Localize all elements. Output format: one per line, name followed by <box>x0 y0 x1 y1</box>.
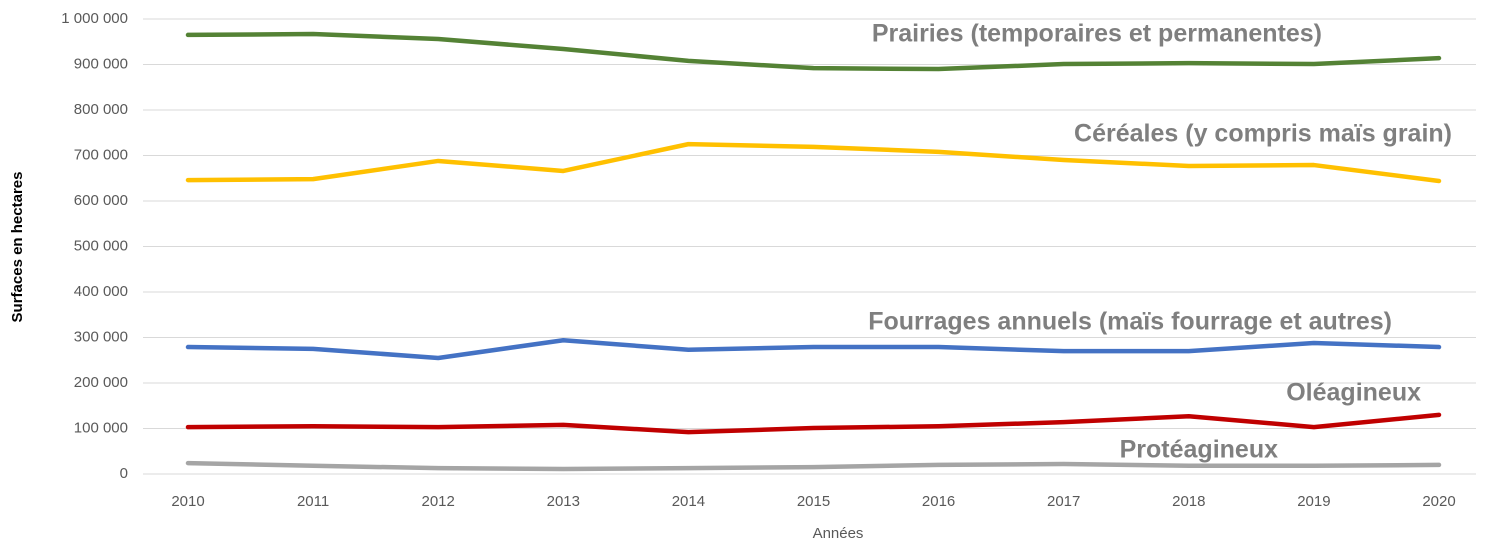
series-line <box>185 31 1442 72</box>
y-tick-label: 0 <box>120 465 128 482</box>
x-tick-label: 2016 <box>922 493 955 510</box>
y-tick-label: 700 000 <box>74 146 128 163</box>
x-tick-label: 2014 <box>672 493 705 510</box>
x-tick-label: 2017 <box>1047 493 1080 510</box>
x-tick-label: 2012 <box>422 493 455 510</box>
series-label: Protéagineux <box>1120 436 1278 464</box>
y-tick-label: 100 000 <box>74 419 128 436</box>
y-tick-label: 600 000 <box>74 192 128 209</box>
series-label: Prairies (temporaires et permanentes) <box>872 20 1322 48</box>
y-tick-label: 500 000 <box>74 237 128 254</box>
y-axis-title: Surfaces en hectares <box>9 172 26 323</box>
x-tick-label: 2018 <box>1172 493 1205 510</box>
series-label: Céréales (y compris maïs grain) <box>1074 120 1452 148</box>
x-tick-label: 2013 <box>547 493 580 510</box>
series-line <box>185 460 1442 472</box>
y-tick-label: 300 000 <box>74 328 128 345</box>
x-tick-label: 2010 <box>171 493 204 510</box>
series-line <box>185 412 1442 435</box>
x-tick-label: 2015 <box>797 493 830 510</box>
y-tick-label: 200 000 <box>74 374 128 391</box>
x-tick-label: 2020 <box>1422 493 1455 510</box>
series-line <box>185 141 1442 184</box>
series-label: Fourrages annuels (maïs fourrage et autr… <box>868 308 1392 336</box>
x-axis-title: Années <box>813 525 864 542</box>
y-tick-label: 1 000 000 <box>61 10 128 27</box>
y-tick-label: 900 000 <box>74 55 128 72</box>
series-label: Oléagineux <box>1286 379 1421 407</box>
x-tick-label: 2019 <box>1297 493 1330 510</box>
y-tick-label: 400 000 <box>74 283 128 300</box>
x-tick-label: 2011 <box>297 493 329 510</box>
series-line <box>185 337 1442 361</box>
y-tick-label: 800 000 <box>74 101 128 118</box>
